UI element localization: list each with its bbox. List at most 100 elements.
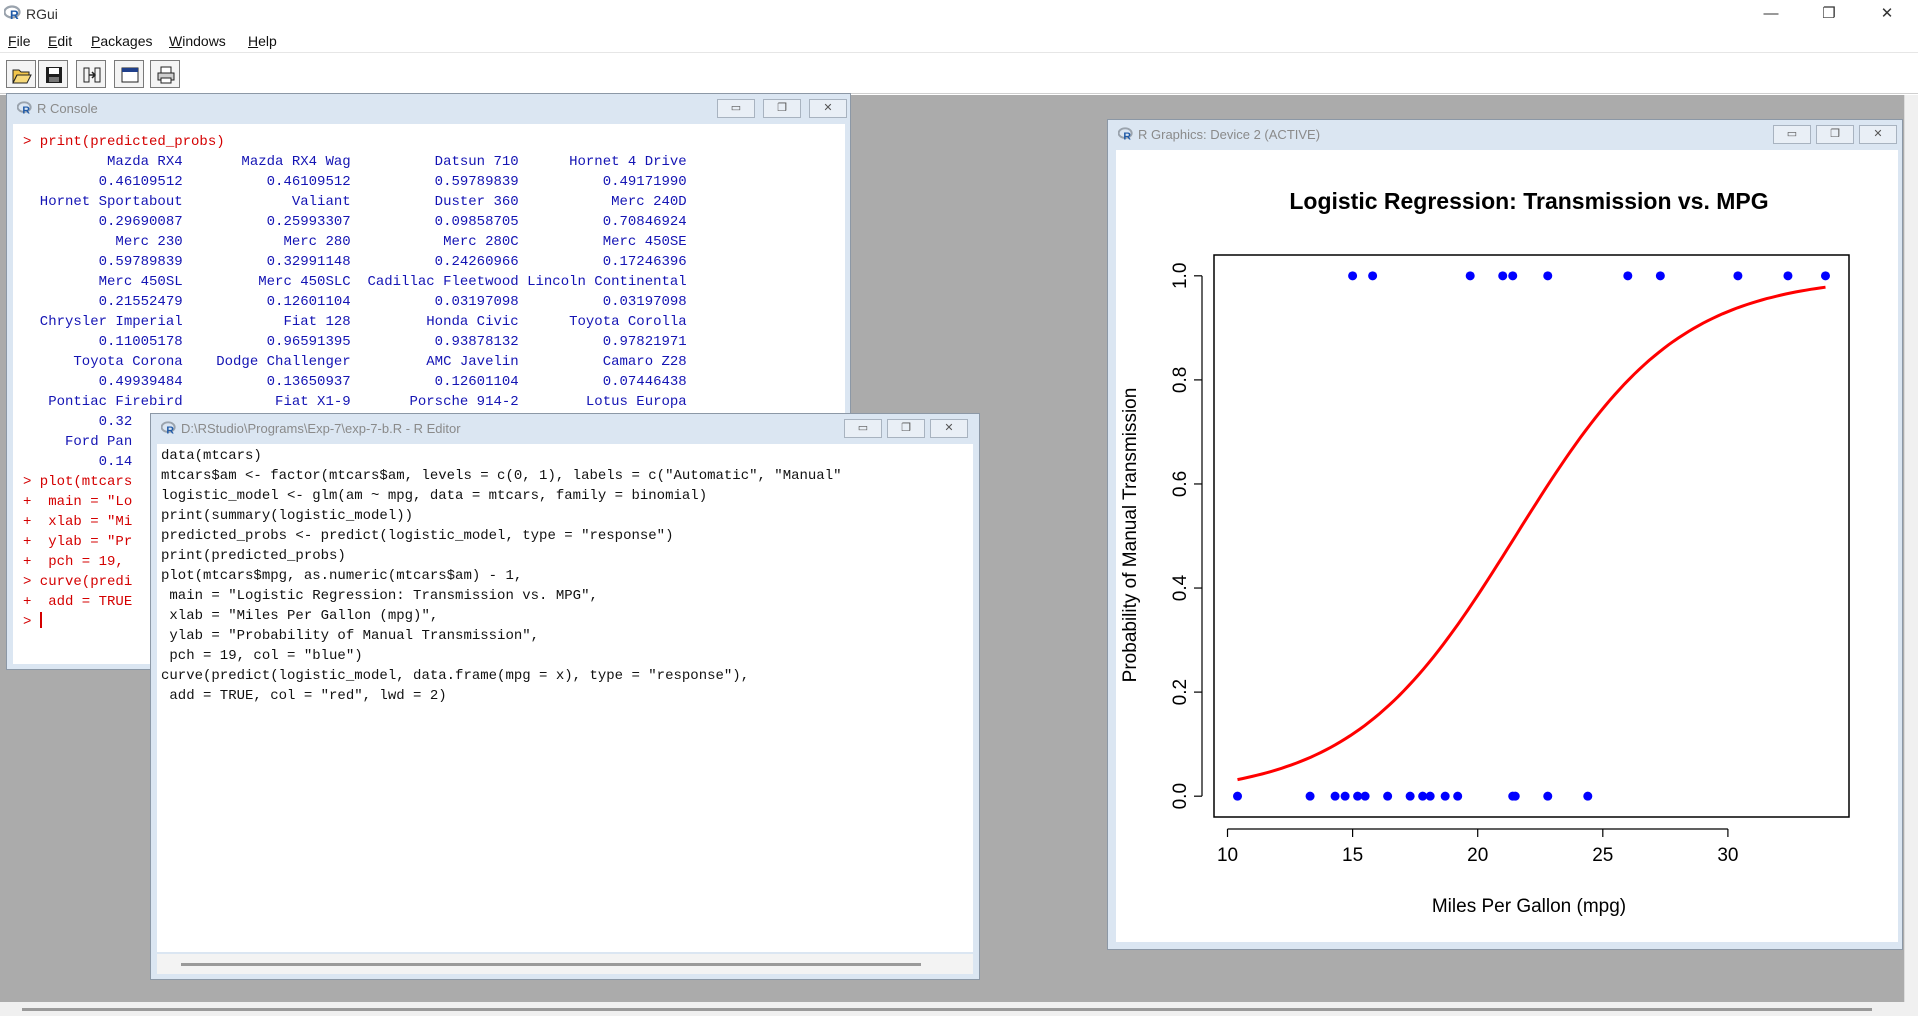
window-icon [121,67,139,83]
editor-line: add = TRUE, col = "red", lwd = 2) [161,688,447,704]
fitted-curve [1237,285,1826,782]
console-text: > print(predicted_probs) Mazda RX4 Mazda… [23,132,687,632]
editor-textarea[interactable]: data(mtcars) mtcars$am <- factor(mtcars$a… [157,444,973,952]
console-line: + pch = 19, [23,554,133,570]
console-restore-button[interactable]: ❐ [763,99,801,118]
save-button[interactable] [38,60,68,88]
console-title: R Console [37,101,98,116]
restore-icon[interactable]: ❐ [1822,5,1836,22]
editor-title-bar[interactable]: R D:\RStudio\Programs\Exp-7\exp-7-b.R - … [151,414,979,442]
editor-line: print(predicted_probs) [161,548,346,564]
chart-title: Logistic Regression: Transmission vs. MP… [1289,188,1768,214]
data-point [1305,791,1315,801]
console-title-bar[interactable]: R R Console ▭ ❐ ✕ [7,94,850,122]
menu-file[interactable]: File [8,33,31,49]
editor-close-button[interactable]: ✕ [930,419,968,438]
svg-text:R: R [166,424,174,435]
menu-edit[interactable]: Edit [48,33,73,49]
console-line: Hornet Sportabout Valiant Duster 360 Mer… [23,194,687,210]
y-tick-label: 0.4 [1170,574,1191,601]
close-icon[interactable]: ✕ [1880,5,1894,22]
console-close-button[interactable]: ✕ [809,99,847,118]
data-point [1340,791,1350,801]
x-tick-label: 15 [1342,845,1363,866]
menu-packages[interactable]: Packages [91,33,153,49]
data-point [1330,791,1340,801]
graphics-minimize-button[interactable]: ▭ [1773,125,1811,144]
console-line: Ford Pan [23,434,133,450]
x-axis-label: Miles Per Gallon (mpg) [1432,896,1626,917]
editor-line: plot(mtcars$mpg, as.numeric(mtcars$am) -… [161,568,523,584]
folder-open-icon [12,69,32,84]
r-logo-icon: R [1117,127,1134,146]
svg-text:R: R [1123,130,1131,141]
menu-bar: File Edit Packages Windows Help [0,29,1918,53]
console-line: > print(predicted_probs) [23,134,225,150]
graphics-restore-button[interactable]: ❐ [1816,125,1854,144]
menu-help[interactable]: Help [248,33,277,49]
scrollbar-thumb[interactable] [22,1008,1872,1011]
console-prompt[interactable]: > [23,612,42,630]
open-script-button[interactable] [6,60,36,88]
minimize-icon[interactable]: — [1763,5,1779,22]
text-cursor [39,612,42,628]
paste-commands-button[interactable] [76,60,106,88]
console-line: + xlab = "Mi [23,514,133,530]
console-line: 0.29690087 0.25993307 0.09858705 0.70846… [23,214,687,230]
data-point [1543,271,1553,281]
console-minimize-button[interactable]: ▭ [717,99,755,118]
console-line: Mazda RX4 Mazda RX4 Wag Datsun 710 Horne… [23,154,687,170]
editor-line: xlab = "Miles Per Gallon (mpg)", [161,608,439,624]
data-point [1368,271,1378,281]
data-point [1498,271,1508,281]
console-line: > plot(mtcars [23,474,133,490]
graphics-close-button[interactable]: ✕ [1859,125,1897,144]
editor-window[interactable]: R D:\RStudio\Programs\Exp-7\exp-7-b.R - … [150,413,980,980]
graphics-window[interactable]: R R Graphics: Device 2 (ACTIVE) ▭ ❐ ✕ Lo… [1107,119,1903,950]
console-line: 0.14 [23,454,133,470]
copy-paste-button[interactable] [114,60,144,88]
console-line: + main = "Lo [23,494,133,510]
x-tick-label: 30 [1717,845,1738,866]
toolbar [0,54,1918,94]
data-point [1418,791,1428,801]
y-tick-label: 0.8 [1170,367,1191,393]
graphics-title-bar[interactable]: R R Graphics: Device 2 (ACTIVE) ▭ ❐ ✕ [1108,120,1902,148]
app-title: RGui [26,6,58,22]
workspace-horizontal-scrollbar[interactable] [0,1002,1918,1016]
editor-line: mtcars$am <- factor(mtcars$am, levels = … [161,468,842,484]
menu-windows[interactable]: Windows [169,33,226,49]
data-point [1353,791,1363,801]
scrollbar-thumb[interactable] [181,963,921,966]
editor-line: curve(predict(logistic_model, data.frame… [161,668,750,684]
graphics-title: R Graphics: Device 2 (ACTIVE) [1138,127,1321,142]
plot-area: Logistic Regression: Transmission vs. MP… [1116,150,1898,942]
workspace-vertical-scrollbar[interactable] [1904,95,1918,1002]
svg-text:R: R [22,104,30,115]
editor-restore-button[interactable]: ❐ [887,419,925,438]
print-button[interactable] [150,60,180,88]
y-axis-label: Probability of Manual Transmission [1120,388,1141,683]
editor-horizontal-scrollbar[interactable] [157,954,973,974]
svg-text:R: R [10,8,19,21]
editor-code: data(mtcars) mtcars$am <- factor(mtcars$a… [161,446,842,706]
console-line: Toyota Corona Dodge Challenger AMC Javel… [23,354,687,370]
data-point [1348,271,1358,281]
console-line: Merc 450SL Merc 450SLC Cadillac Fleetwoo… [23,274,687,290]
paste-icon [83,67,101,83]
data-point [1233,791,1243,801]
data-point [1465,271,1475,281]
console-line: 0.11005178 0.96591395 0.93878132 0.97821… [23,334,687,350]
r-logo-icon: R [160,421,177,440]
editor-minimize-button[interactable]: ▭ [844,419,882,438]
logistic-plot: Logistic Regression: Transmission vs. MP… [1120,188,1850,917]
console-line: Merc 230 Merc 280 Merc 280C Merc 450SE [23,234,687,250]
console-line: + ylab = "Pr [23,534,133,550]
console-line: 0.49939484 0.13650937 0.12601104 0.07446… [23,374,687,390]
data-point [1360,791,1370,801]
editor-line: main = "Logistic Regression: Transmissio… [161,588,598,604]
editor-line: pch = 19, col = "blue") [161,648,363,664]
data-point [1583,791,1593,801]
editor-line: predicted_probs <- predict(logistic_mode… [161,528,674,544]
